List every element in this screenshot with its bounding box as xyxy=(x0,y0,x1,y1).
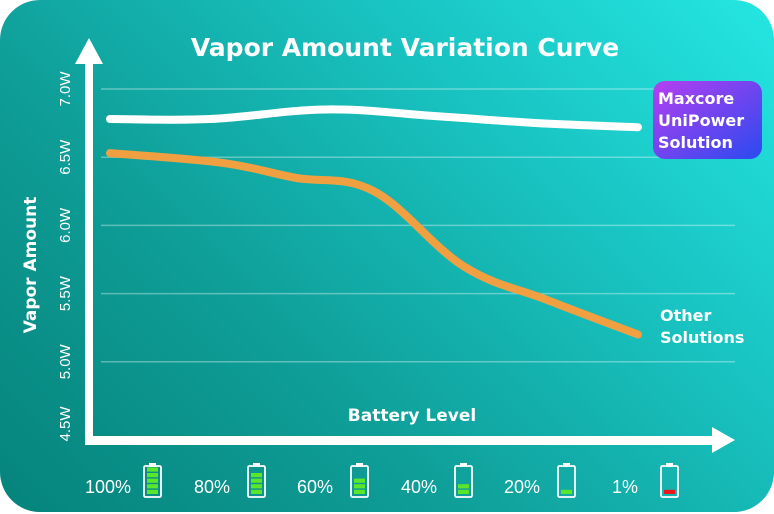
x-axis-line xyxy=(85,436,715,445)
x-category-label: 80% xyxy=(194,477,230,497)
x-category-label: 40% xyxy=(401,477,437,497)
battery-icon xyxy=(143,465,162,498)
battery-cap xyxy=(563,463,570,467)
y-tick-label: 6.5W xyxy=(57,139,74,175)
battery-icon xyxy=(660,465,679,498)
x-category-label: 100% xyxy=(85,477,131,497)
other-label-line: Solutions xyxy=(660,328,744,347)
series-line-other xyxy=(106,149,642,339)
x-category-label: 1% xyxy=(612,477,638,497)
battery-cap xyxy=(666,463,673,467)
battery-bar xyxy=(458,484,469,489)
y-axis-line xyxy=(85,62,93,445)
series-lines xyxy=(106,105,642,339)
x-axis-arrow-icon xyxy=(712,427,735,453)
chart-title: Vapor Amount Variation Curve xyxy=(191,33,619,62)
maxcore-label-line: Solution xyxy=(658,133,733,152)
battery-level-5: 1% xyxy=(612,463,679,498)
other-label-line: Other xyxy=(660,306,711,325)
y-tick-label: 5.0W xyxy=(57,343,74,379)
y-tick-labels: 4.5W 5.0W 5.5W 6.0W 6.5W 7.0W xyxy=(57,71,74,442)
battery-bar xyxy=(251,473,262,478)
x-category-label: 60% xyxy=(297,477,333,497)
series-line-maxcore xyxy=(106,105,642,132)
battery-bar xyxy=(147,467,158,472)
battery-bar xyxy=(251,478,262,483)
battery-icon xyxy=(557,465,576,498)
battery-cap xyxy=(460,463,467,467)
maxcore-label-line: Maxcore xyxy=(658,89,734,108)
y-tick-label: 4.5W xyxy=(57,406,74,442)
battery-bar xyxy=(354,489,365,494)
battery-level-3: 40% xyxy=(401,463,473,498)
battery-bar xyxy=(251,489,262,494)
battery-bar xyxy=(251,484,262,489)
battery-cap xyxy=(253,463,260,467)
axes xyxy=(75,38,735,453)
y-axis-title: Vapor Amount xyxy=(21,197,41,334)
battery-bar xyxy=(147,478,158,483)
battery-cap xyxy=(149,463,156,467)
battery-icon xyxy=(454,465,473,498)
x-axis-title: Battery Level xyxy=(348,406,476,426)
x-category-label: 20% xyxy=(504,477,540,497)
y-axis-arrow-icon xyxy=(75,38,103,64)
battery-level-4: 20% xyxy=(504,463,576,498)
battery-bar xyxy=(147,484,158,489)
battery-level-1: 80% xyxy=(194,463,266,498)
maxcore-label-line: UniPower xyxy=(658,111,744,130)
battery-bar xyxy=(561,489,572,494)
battery-level-2: 60% xyxy=(297,463,369,498)
y-tick-label: 6.0W xyxy=(57,207,74,243)
battery-bar xyxy=(354,484,365,489)
y-tick-label: 5.5W xyxy=(57,275,74,311)
battery-cap xyxy=(356,463,363,467)
battery-level-0: 100% xyxy=(85,463,162,498)
series-labels: Maxcore UniPower Solution Other Solutions xyxy=(653,81,762,347)
battery-bar xyxy=(458,489,469,494)
battery-bar xyxy=(664,489,675,494)
battery-bar xyxy=(354,478,365,483)
y-tick-label: 7.0W xyxy=(57,71,74,107)
battery-icon xyxy=(350,465,369,498)
battery-bar xyxy=(147,489,158,494)
battery-icon xyxy=(247,465,266,498)
maxcore-label-badge xyxy=(653,81,762,159)
x-category-labels: 100% 80% 60% 40% 20% 1% xyxy=(85,463,679,498)
battery-bar xyxy=(147,473,158,478)
